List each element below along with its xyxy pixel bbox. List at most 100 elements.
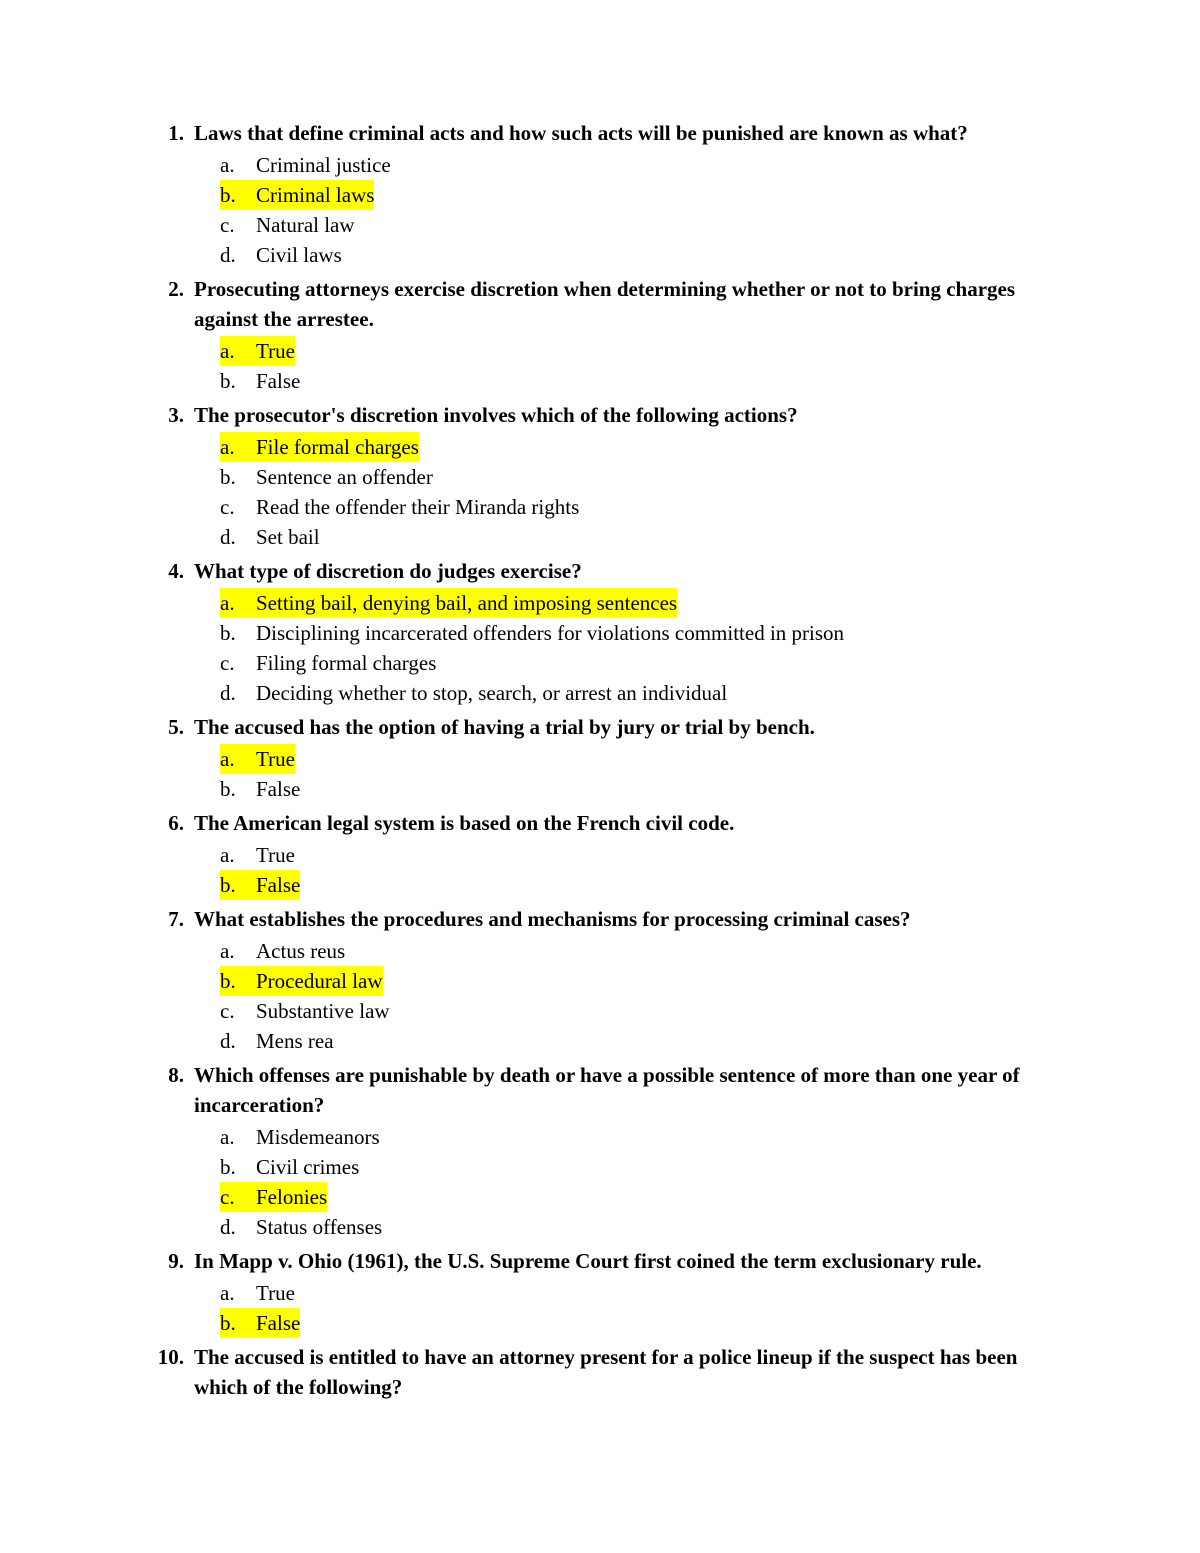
option-text: Setting bail, denying bail, and imposing… [256,588,677,618]
option-list: a.Trueb.False [150,744,1050,804]
question-number: 2. [150,274,194,304]
option-list: a.Trueb.False [150,336,1050,396]
option-item: b.False [150,774,1050,804]
option-list: a.Misdemeanorsb.Civil crimesc.Feloniesd.… [150,1122,1050,1242]
option-list: a.Criminal justiceb.Criminal lawsc.Natur… [150,150,1050,270]
question-item: 9.In Mapp v. Ohio (1961), the U.S. Supre… [150,1246,1050,1338]
option-item: c.Read the offender their Miranda rights [150,492,1050,522]
question-number: 1. [150,118,194,148]
option-letter: a. [220,1278,256,1308]
option-item: d.Set bail [150,522,1050,552]
question-text: The accused is entitled to have an attor… [194,1342,1050,1402]
option-text: Filing formal charges [256,648,436,678]
option-letter: a. [220,744,256,774]
question-number: 4. [150,556,194,586]
question-row: 1.Laws that define criminal acts and how… [150,118,1050,148]
question-row: 4.What type of discretion do judges exer… [150,556,1050,586]
option-letter: c. [220,492,256,522]
option-text: Procedural law [256,966,383,996]
option-letter: c. [220,648,256,678]
question-item: 6.The American legal system is based on … [150,808,1050,900]
option-text: Criminal laws [256,180,374,210]
option-item: a.True [150,1278,1050,1308]
question-item: 3.The prosecutor's discretion involves w… [150,400,1050,552]
option-letter: d. [220,678,256,708]
question-number: 3. [150,400,194,430]
option-text: False [256,366,300,396]
option-item: a.True [150,336,1050,366]
question-text: What type of discretion do judges exerci… [194,556,1050,586]
option-text: False [256,1308,300,1338]
option-item: a.Criminal justice [150,150,1050,180]
option-text: True [256,1278,295,1308]
question-text: Laws that define criminal acts and how s… [194,118,1050,148]
option-text: Sentence an offender [256,462,433,492]
option-letter: b. [220,366,256,396]
option-item: b.Disciplining incarcerated offenders fo… [150,618,1050,648]
question-list: 1.Laws that define criminal acts and how… [150,118,1050,1402]
question-number: 9. [150,1246,194,1276]
question-number: 10. [150,1342,194,1372]
option-letter: d. [220,240,256,270]
option-item: a.Actus reus [150,936,1050,966]
option-text: True [256,744,295,774]
question-row: 8.Which offenses are punishable by death… [150,1060,1050,1120]
option-item: d.Deciding whether to stop, search, or a… [150,678,1050,708]
option-text: Set bail [256,522,320,552]
question-item: 8.Which offenses are punishable by death… [150,1060,1050,1242]
question-item: 4.What type of discretion do judges exer… [150,556,1050,708]
option-letter: b. [220,870,256,900]
question-text: Prosecuting attorneys exercise discretio… [194,274,1050,334]
option-list: a.Setting bail, denying bail, and imposi… [150,588,1050,708]
question-text: The American legal system is based on th… [194,808,1050,838]
option-item: a.File formal charges [150,432,1050,462]
option-letter: a. [220,336,256,366]
option-item: c.Felonies [150,1182,1050,1212]
option-item: d.Mens rea [150,1026,1050,1056]
option-letter: b. [220,618,256,648]
option-text: True [256,336,295,366]
option-letter: a. [220,432,256,462]
option-item: a.Misdemeanors [150,1122,1050,1152]
question-text: What establishes the procedures and mech… [194,904,1050,934]
question-row: 2.Prosecuting attorneys exercise discret… [150,274,1050,334]
option-letter: b. [220,462,256,492]
question-text: Which offenses are punishable by death o… [194,1060,1050,1120]
question-row: 5.The accused has the option of having a… [150,712,1050,742]
question-number: 5. [150,712,194,742]
option-text: Mens rea [256,1026,334,1056]
question-item: 10.The accused is entitled to have an at… [150,1342,1050,1402]
option-letter: d. [220,1212,256,1242]
option-item: a.Setting bail, denying bail, and imposi… [150,588,1050,618]
option-text: False [256,774,300,804]
question-number: 7. [150,904,194,934]
option-letter: c. [220,996,256,1026]
option-text: Read the offender their Miranda rights [256,492,579,522]
option-text: Disciplining incarcerated offenders for … [256,618,844,648]
question-text: The accused has the option of having a t… [194,712,1050,742]
option-item: a.True [150,744,1050,774]
option-text: Felonies [256,1182,327,1212]
option-item: c.Substantive law [150,996,1050,1026]
option-letter: a. [220,150,256,180]
question-row: 6.The American legal system is based on … [150,808,1050,838]
option-text: True [256,840,295,870]
option-item: c.Filing formal charges [150,648,1050,678]
option-letter: d. [220,1026,256,1056]
option-item: b.Procedural law [150,966,1050,996]
option-letter: b. [220,774,256,804]
option-text: Civil laws [256,240,342,270]
option-text: Status offenses [256,1212,382,1242]
question-row: 9.In Mapp v. Ohio (1961), the U.S. Supre… [150,1246,1050,1276]
option-text: Substantive law [256,996,390,1026]
question-text: The prosecutor's discretion involves whi… [194,400,1050,430]
option-list: a.File formal chargesb.Sentence an offen… [150,432,1050,552]
option-text: Natural law [256,210,355,240]
option-item: b.False [150,1308,1050,1338]
question-row: 3.The prosecutor's discretion involves w… [150,400,1050,430]
option-letter: a. [220,936,256,966]
question-number: 8. [150,1060,194,1090]
option-text: Deciding whether to stop, search, or arr… [256,678,727,708]
option-letter: b. [220,180,256,210]
option-letter: c. [220,210,256,240]
